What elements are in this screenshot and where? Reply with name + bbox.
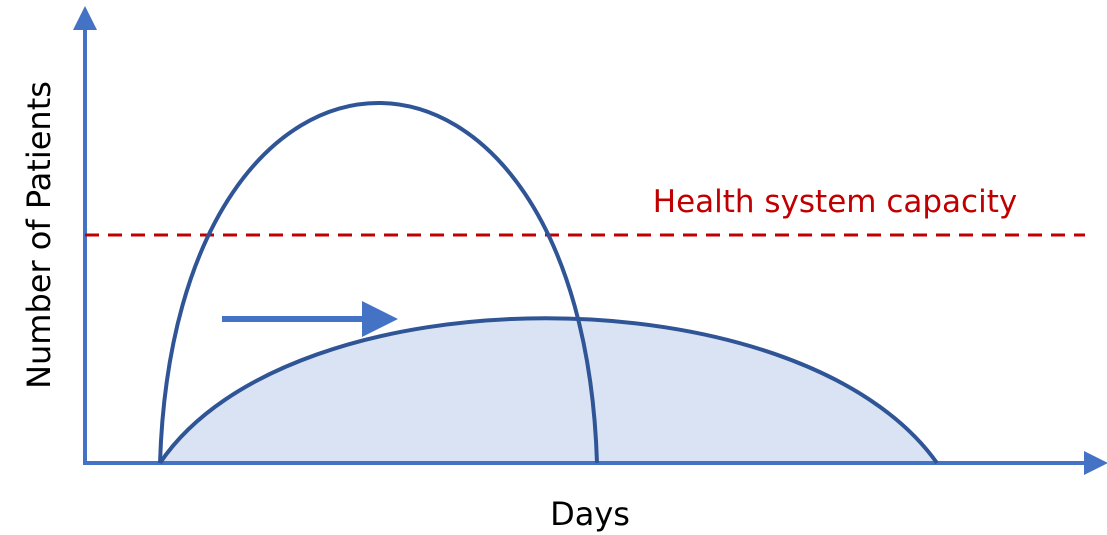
x-axis-label: Days <box>550 495 630 533</box>
peak-curve <box>158 101 599 464</box>
flat-curve-fill <box>160 318 937 463</box>
flat-curve <box>158 316 939 465</box>
capacity-label: Health system capacity <box>653 184 1017 220</box>
y-axis-label: Number of Patients <box>20 81 58 389</box>
